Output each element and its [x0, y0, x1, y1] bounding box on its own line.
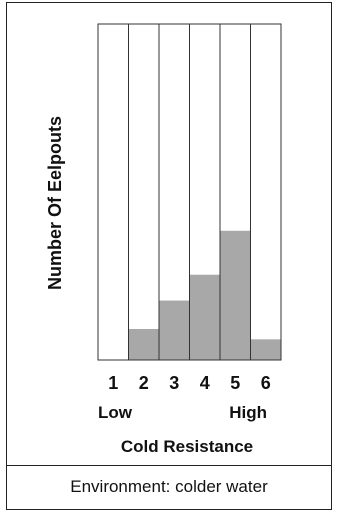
x-tick-label-5: 5	[230, 373, 240, 393]
x-tick-label-1: 1	[108, 373, 118, 393]
y-axis-label: Number Of Eelpouts	[45, 116, 65, 290]
scale-low-label: Low	[98, 403, 133, 422]
bar-6	[251, 339, 281, 360]
bar-5	[220, 230, 250, 360]
bar-2	[129, 328, 159, 360]
bars-layer	[97, 23, 282, 361]
column-2	[128, 23, 160, 361]
bar-3	[159, 300, 189, 360]
column-1	[97, 23, 129, 361]
caption: Environment: colder water	[70, 477, 268, 496]
x-axis-label: Cold Resistance	[121, 437, 253, 456]
scale-high-label: High	[229, 403, 267, 422]
column-6	[250, 23, 282, 361]
x-tick-label-3: 3	[169, 373, 179, 393]
x-tick-label-4: 4	[200, 373, 210, 393]
x-tick-label-2: 2	[139, 373, 149, 393]
x-tick-label-6: 6	[261, 373, 271, 393]
column-outline-6	[250, 23, 282, 361]
bar-4	[190, 274, 220, 360]
